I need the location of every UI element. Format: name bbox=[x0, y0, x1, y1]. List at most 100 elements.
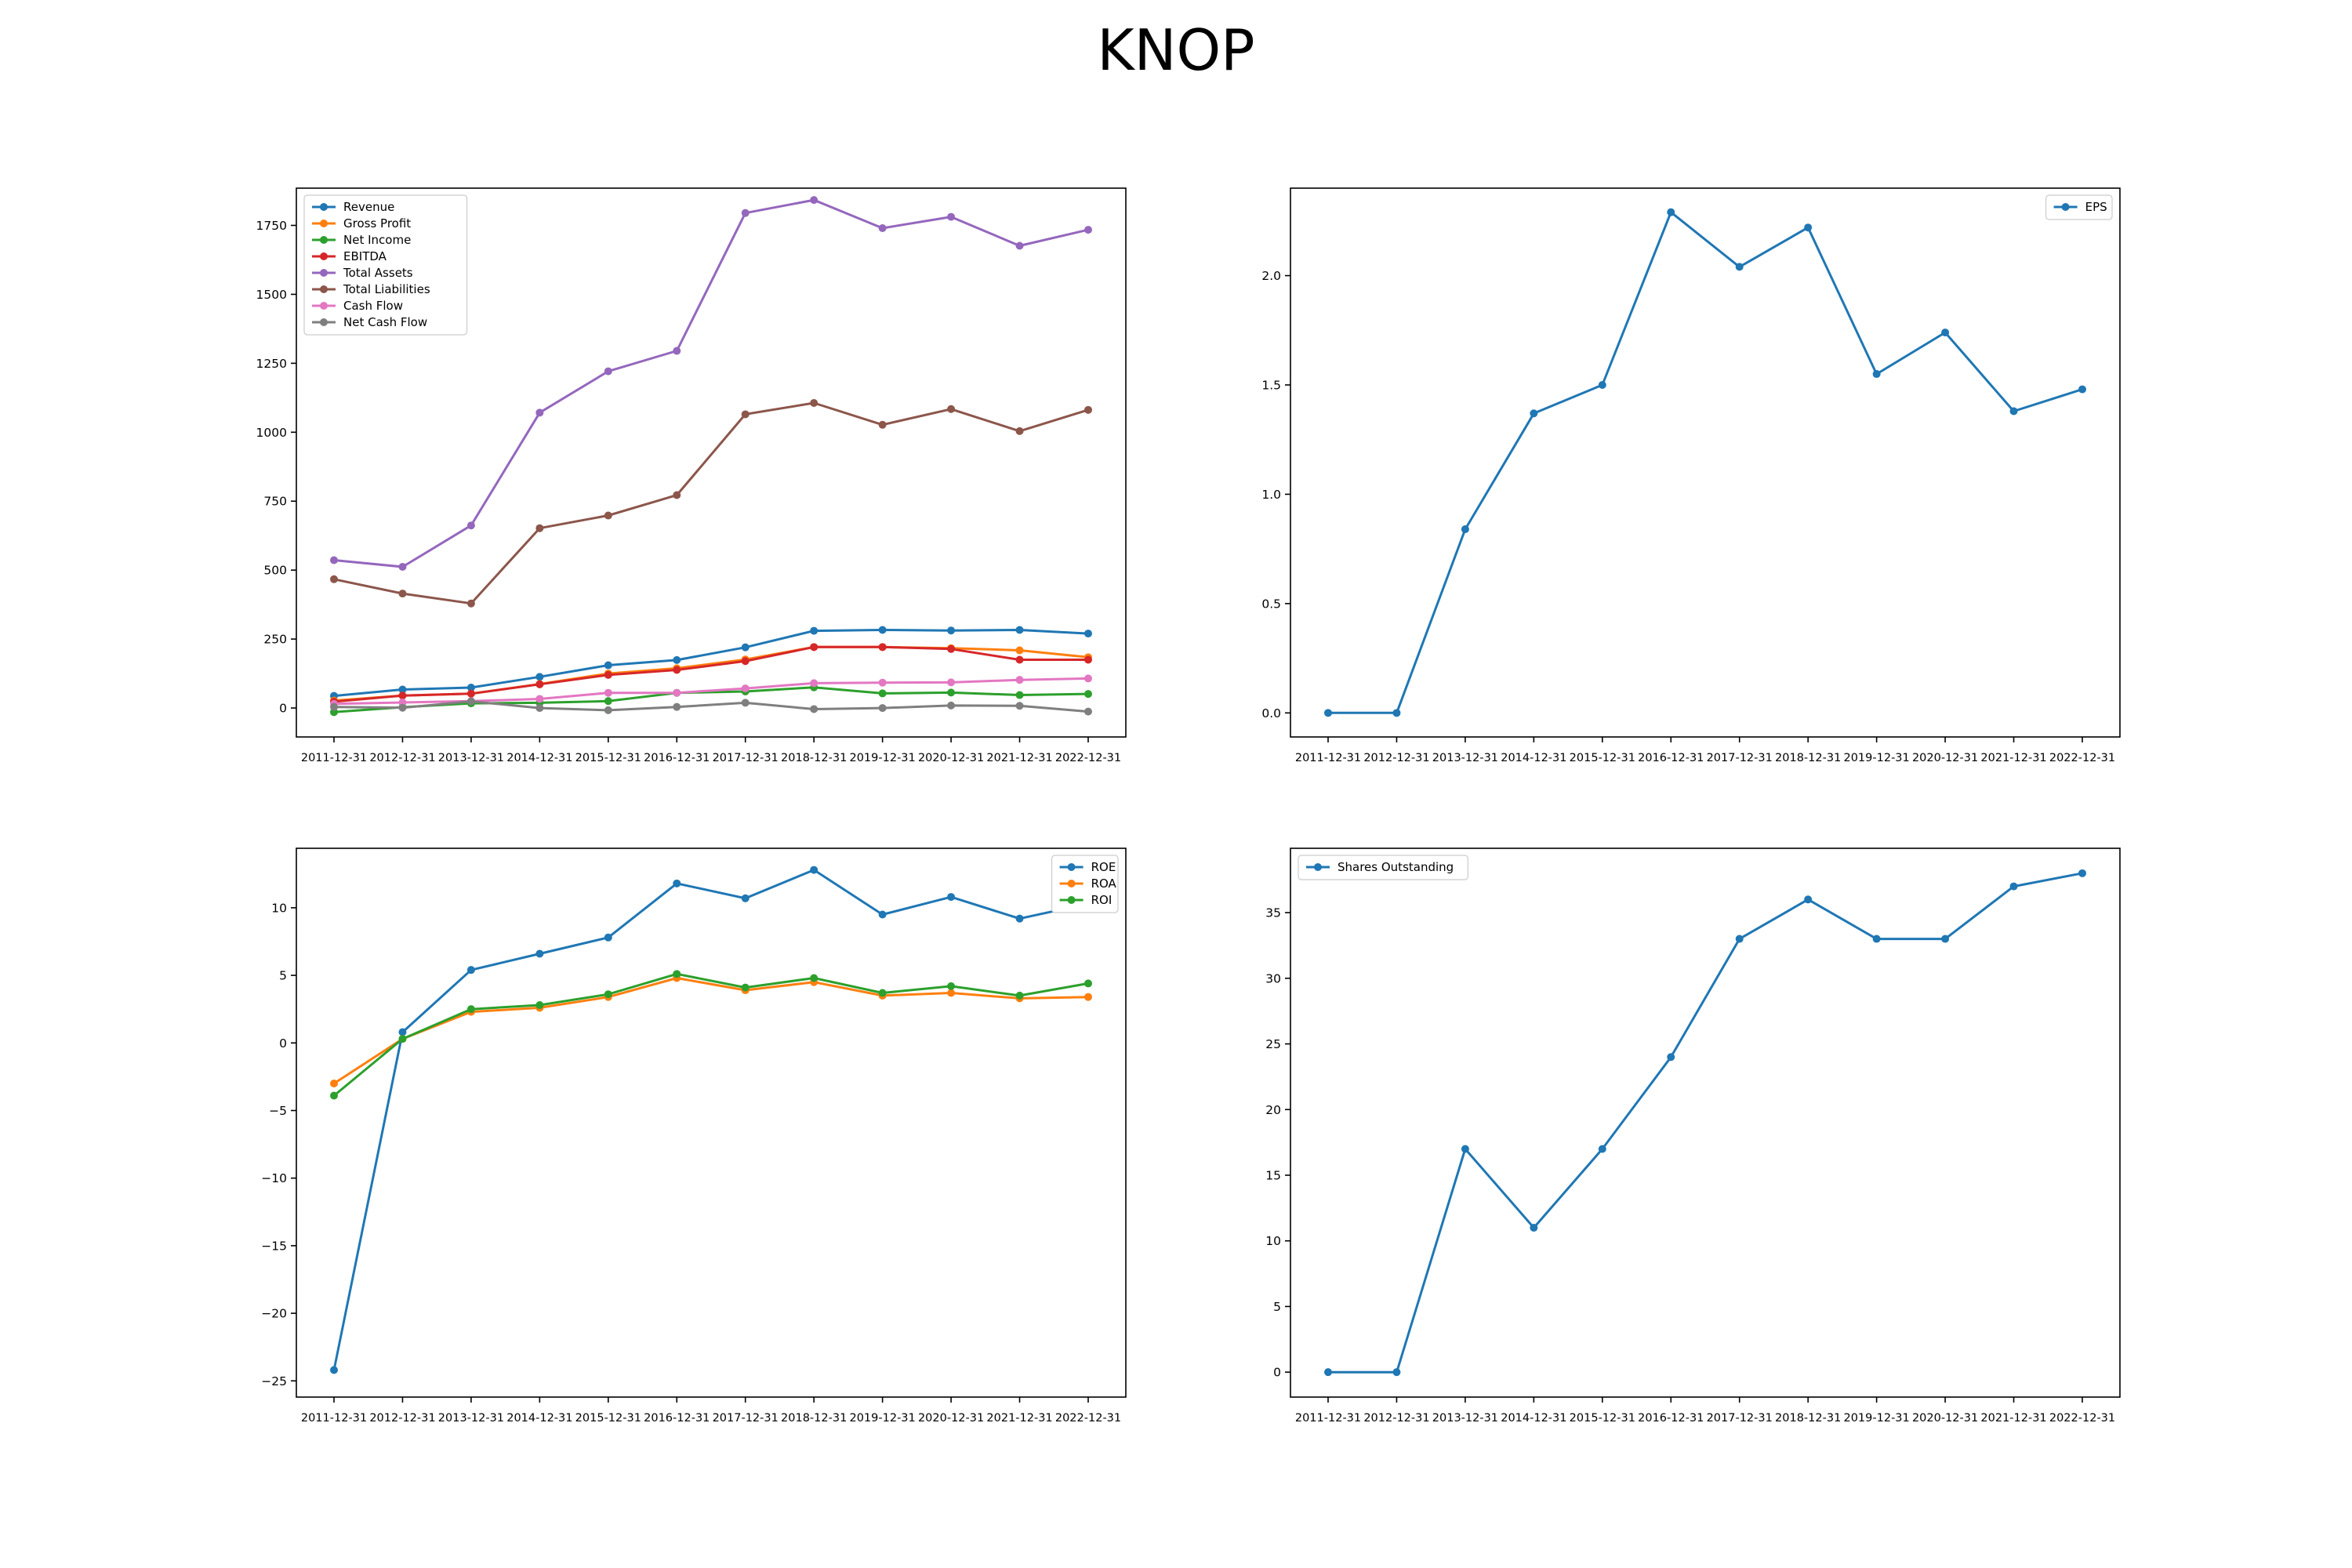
x-tick-label: 2013-12-31 bbox=[438, 752, 504, 764]
series-line-roi bbox=[333, 972, 1089, 1097]
data-point bbox=[741, 699, 750, 707]
data-point bbox=[1530, 409, 1538, 418]
legend-box bbox=[1298, 855, 1468, 880]
data-point bbox=[810, 626, 818, 635]
data-point bbox=[1941, 935, 1950, 943]
data-point bbox=[1324, 1368, 1332, 1377]
x-tick-label: 2017-12-31 bbox=[713, 752, 779, 764]
legend-marker bbox=[1067, 863, 1076, 871]
series-line-net-income bbox=[333, 686, 1089, 713]
eps-panel: 2011-12-31 2012-12-31 2013-12-31 2014-12-31… bbox=[1261, 187, 2121, 764]
legend-label: Total Liabilities bbox=[343, 282, 430, 296]
x-tick-label: 2018-12-31 bbox=[1775, 1412, 1841, 1425]
data-point bbox=[1667, 1053, 1675, 1062]
legend: EPS bbox=[2045, 194, 2113, 220]
data-point bbox=[604, 688, 612, 697]
x-tick-label: 2019-12-31 bbox=[849, 752, 915, 764]
data-point bbox=[535, 695, 544, 703]
y-tick-label: 10 bbox=[1265, 1234, 1281, 1248]
x-tick-label: 2020-12-31 bbox=[1912, 1412, 1978, 1425]
y-tick-label: 5 bbox=[1273, 1300, 1281, 1314]
y-tick-label: 5 bbox=[279, 969, 287, 983]
data-point bbox=[1015, 646, 1024, 655]
data-point bbox=[741, 410, 750, 419]
data-point bbox=[1598, 1145, 1606, 1153]
series-line-ebitda bbox=[333, 645, 1088, 703]
data-point bbox=[1015, 991, 1024, 1000]
data-point bbox=[466, 684, 475, 692]
y-tick-label: 30 bbox=[1265, 971, 1281, 985]
series-line-net-cash-flow bbox=[333, 700, 1089, 713]
data-point bbox=[878, 678, 887, 687]
x-tick-label: 2019-12-31 bbox=[849, 1412, 915, 1425]
y-tick-label: −10 bbox=[261, 1171, 287, 1185]
x-tick-label: 2016-12-31 bbox=[644, 752, 710, 764]
y-tick-label: 35 bbox=[1265, 906, 1281, 920]
data-point bbox=[1015, 914, 1024, 923]
data-point bbox=[535, 949, 544, 958]
data-point bbox=[466, 1005, 475, 1014]
data-point bbox=[1084, 405, 1092, 414]
data-point bbox=[2078, 869, 2086, 877]
x-tick-label: 2018-12-31 bbox=[1775, 752, 1841, 764]
x-tick-label: 2021-12-31 bbox=[986, 752, 1052, 764]
data-point bbox=[1872, 935, 1881, 943]
data-point bbox=[810, 866, 818, 874]
x-tick-label: 2020-12-31 bbox=[918, 1412, 984, 1425]
data-point bbox=[1667, 208, 1675, 216]
data-point bbox=[673, 491, 681, 499]
series-line-total-assets bbox=[333, 198, 1089, 568]
x-tick-label: 2017-12-31 bbox=[713, 1412, 779, 1425]
legend-marker bbox=[320, 302, 328, 310]
y-tick-label: 0 bbox=[279, 1036, 287, 1051]
legend-label: EBITDA bbox=[343, 249, 387, 263]
series-line-total-liabilities bbox=[333, 401, 1089, 605]
legend-box bbox=[2045, 194, 2113, 220]
data-point bbox=[1084, 226, 1092, 234]
y-tick-label: 0.0 bbox=[1261, 706, 1281, 720]
data-point bbox=[878, 704, 887, 713]
data-point bbox=[810, 643, 818, 652]
legend-marker bbox=[320, 236, 328, 244]
data-point bbox=[673, 655, 681, 664]
legend-marker bbox=[2061, 203, 2070, 211]
legend-marker bbox=[320, 220, 328, 227]
data-point bbox=[398, 562, 407, 571]
x-tick-label: 2020-12-31 bbox=[1912, 752, 1978, 764]
shares-outstanding-panel: 2011-12-31 2012-12-31 2013-12-31 2014-12-31… bbox=[1265, 848, 2121, 1425]
x-tick-label: 2019-12-31 bbox=[1843, 752, 1909, 764]
axes-frame bbox=[296, 848, 1127, 1398]
series-line-cash-flow bbox=[333, 677, 1089, 706]
data-point bbox=[330, 575, 338, 583]
legend: ROE ROA ROI bbox=[1051, 855, 1119, 913]
legend-marker bbox=[1067, 880, 1076, 887]
data-point bbox=[673, 347, 681, 355]
legend-marker bbox=[320, 285, 328, 293]
y-tick-label: 20 bbox=[1265, 1103, 1281, 1117]
y-tick-label: 0 bbox=[1273, 1366, 1281, 1380]
data-point bbox=[604, 706, 612, 714]
legend-label: Net Cash Flow bbox=[343, 315, 427, 329]
data-point bbox=[1735, 935, 1744, 943]
data-point bbox=[398, 1035, 407, 1044]
x-tick-label: 2016-12-31 bbox=[1638, 1412, 1704, 1425]
legend-marker bbox=[320, 318, 328, 326]
data-point bbox=[466, 521, 475, 530]
data-point bbox=[947, 982, 956, 990]
data-point bbox=[1804, 223, 1813, 232]
data-point bbox=[1735, 263, 1744, 271]
data-point bbox=[1015, 241, 1024, 250]
data-point bbox=[2078, 385, 2086, 394]
data-point bbox=[1015, 626, 1024, 634]
x-tick-label: 2014-12-31 bbox=[1501, 752, 1566, 764]
data-point bbox=[1015, 691, 1024, 699]
axes-frame bbox=[296, 187, 1127, 738]
x-tick-label: 2012-12-31 bbox=[1363, 752, 1429, 764]
x-tick-label: 2014-12-31 bbox=[506, 1412, 572, 1425]
y-tick-label: 1250 bbox=[256, 357, 287, 371]
legend: Revenue Gross Profit Net Income EBITDA Total… bbox=[303, 194, 468, 336]
series-line-shares-outstanding bbox=[1328, 872, 2083, 1374]
legend-label: ROI bbox=[1091, 893, 1112, 907]
data-point bbox=[1015, 426, 1024, 435]
